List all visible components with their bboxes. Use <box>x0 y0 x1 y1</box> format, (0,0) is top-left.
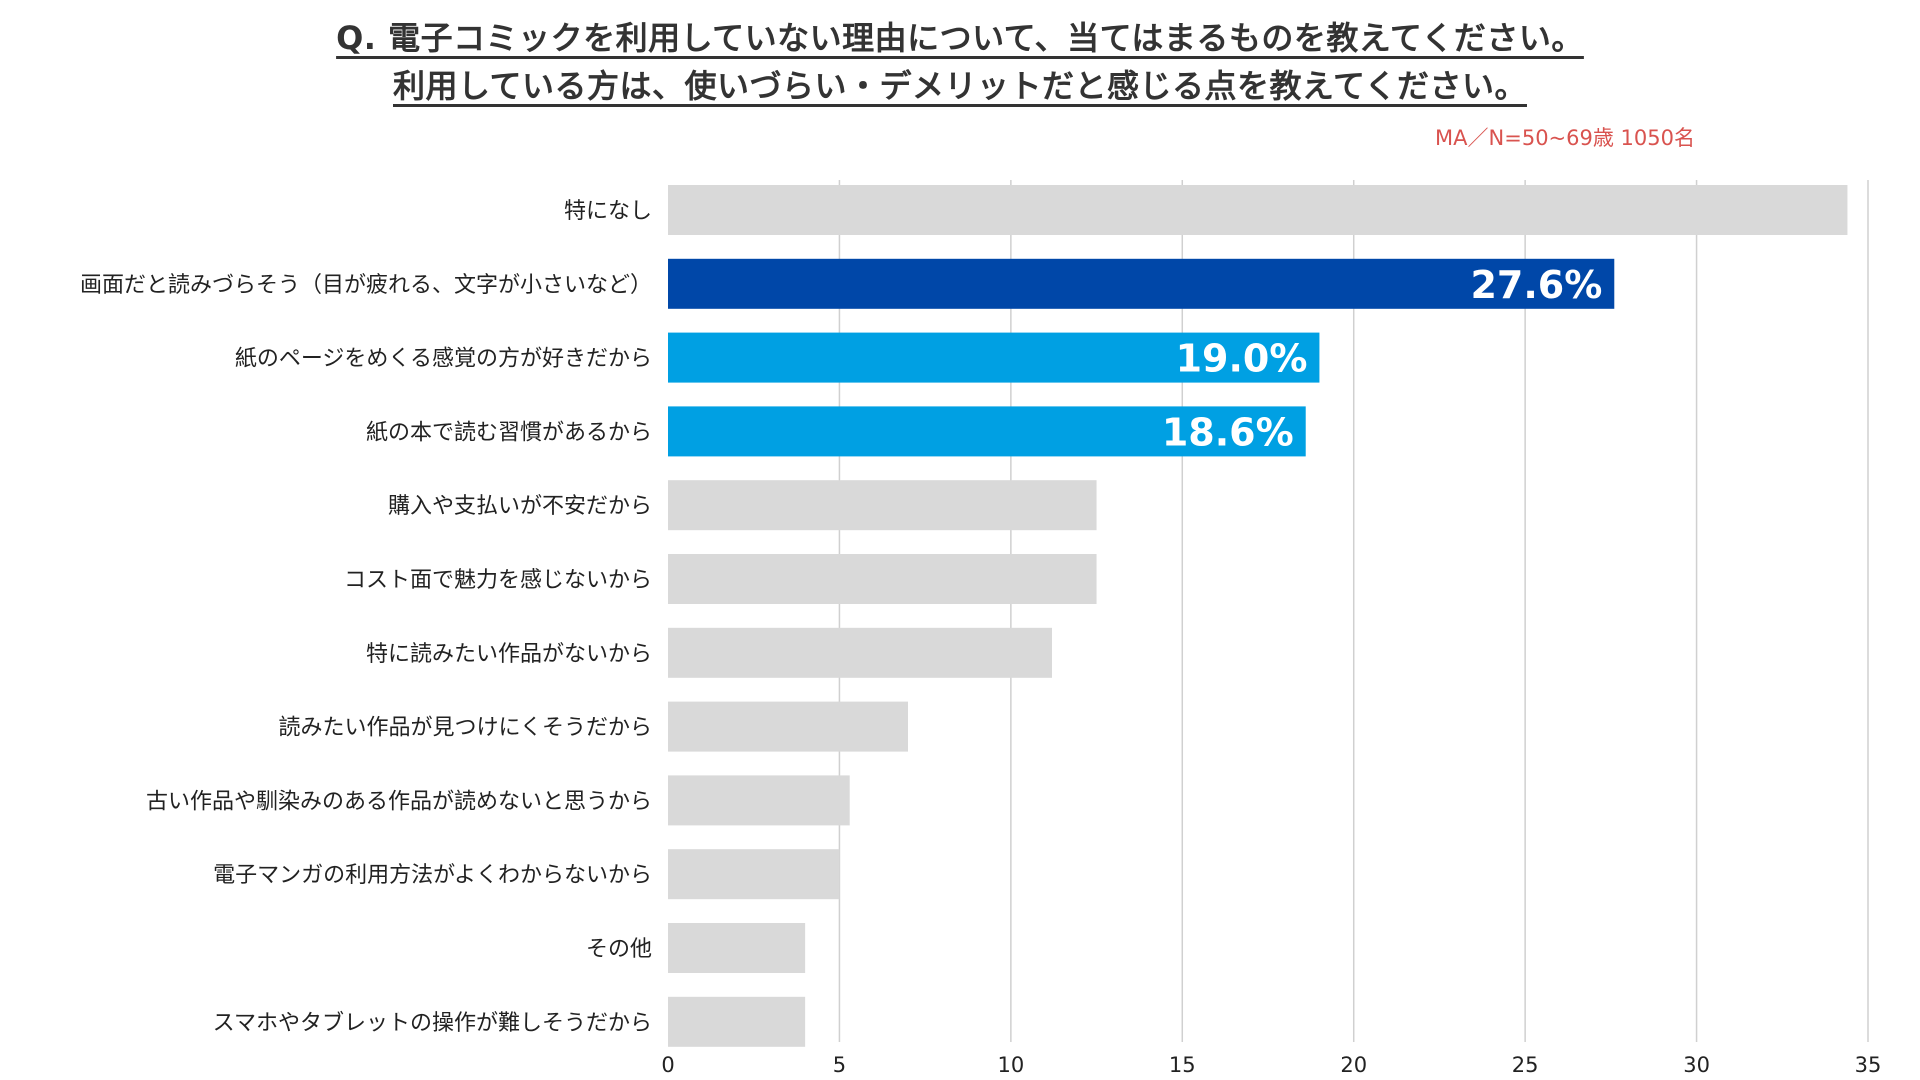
bar <box>668 406 1306 457</box>
x-tick-label: 25 <box>1512 1053 1539 1077</box>
bar <box>668 332 1320 383</box>
x-tick-label: 5 <box>833 1053 846 1077</box>
bars <box>668 185 1848 1047</box>
category-label: 古い作品や馴染みのある作品が読めないと思うから <box>146 789 652 814</box>
x-tick-label: 35 <box>1855 1053 1882 1077</box>
chart-title: Q. 電子コミックを利用していない理由について、当てはまるものを教えてください。… <box>0 14 1920 110</box>
x-tick-label: 15 <box>1169 1053 1196 1077</box>
bar <box>668 701 908 752</box>
bar <box>668 849 840 900</box>
category-label: 電子マンガの利用方法がよくわからないから <box>213 863 652 888</box>
bar <box>668 775 850 826</box>
bar <box>668 923 806 973</box>
category-label: 購入や支払いが不安だから <box>388 494 652 519</box>
x-tick-label: 20 <box>1340 1053 1367 1077</box>
bar <box>668 480 1097 531</box>
title-line-2: 利用している方は、使いづらい・デメリットだと感じる点を教えてください。 <box>393 67 1527 105</box>
data-label: 19.0% <box>1176 337 1308 381</box>
category-label: 画面だと読みづらそう（目が疲れる、文字が小さいなど） <box>80 273 652 298</box>
category-label: 特になし <box>564 199 652 224</box>
category-label: コスト面で魅力を感じないから <box>344 568 652 593</box>
data-label: 27.6% <box>1470 263 1602 307</box>
bar <box>668 185 1848 235</box>
title-line-1: Q. 電子コミックを利用していない理由について、当てはまるものを教えてください。 <box>336 19 1584 57</box>
x-axis-ticks: 0 5 10 15 20 25 30 35 <box>661 1053 1881 1077</box>
x-tick-label: 30 <box>1683 1053 1710 1077</box>
x-tick-label: 0 <box>661 1053 674 1077</box>
bar <box>668 996 806 1047</box>
category-label: 読みたい作品が見つけにくそうだから <box>278 716 652 741</box>
data-labels: 27.6% 19.0% 18.6% <box>1162 263 1602 455</box>
bar <box>668 554 1097 604</box>
category-label: その他 <box>586 937 652 962</box>
sample-note: MA／N=50~69歳 1050名 <box>1435 126 1695 150</box>
bar <box>668 258 1615 309</box>
category-label: 紙のページをめくる感覚の方が好きだから <box>235 347 652 372</box>
category-label: 紙の本で読む習慣があるから <box>366 420 652 445</box>
bar <box>668 627 1052 678</box>
gridlines <box>838 180 1869 1042</box>
category-label: 特に読みたい作品がないから <box>366 642 652 667</box>
x-tick-label: 10 <box>997 1053 1024 1077</box>
data-label: 18.6% <box>1162 410 1294 454</box>
category-label: スマホやタブレットの操作が難しそうだから <box>213 1011 652 1036</box>
